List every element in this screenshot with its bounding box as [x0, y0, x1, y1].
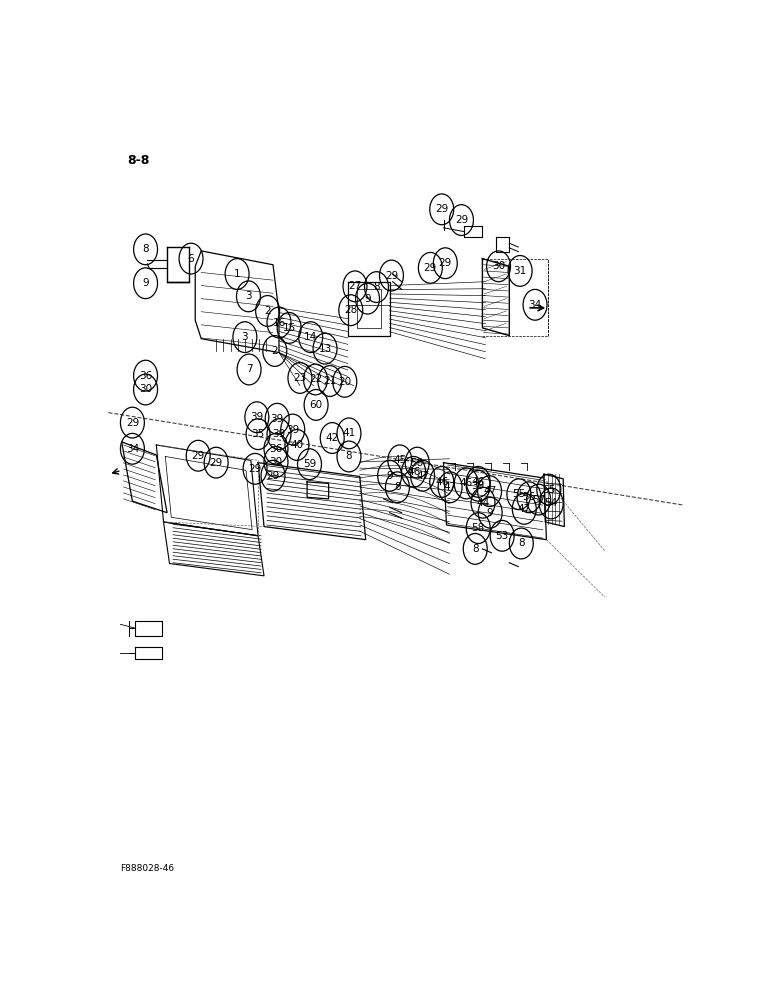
Text: 41: 41	[342, 428, 356, 438]
Text: 29: 29	[384, 271, 398, 281]
Text: 29: 29	[435, 204, 449, 214]
Text: 39: 39	[250, 412, 263, 422]
Text: 46: 46	[459, 478, 473, 488]
Text: 1: 1	[234, 269, 240, 279]
Text: 29: 29	[424, 263, 437, 273]
Text: 8: 8	[518, 538, 525, 548]
Text: 8: 8	[346, 451, 352, 461]
Text: 8: 8	[394, 482, 401, 492]
Text: 55: 55	[542, 485, 555, 495]
Text: 45: 45	[393, 455, 407, 465]
Text: 47: 47	[518, 504, 531, 514]
Text: 34: 34	[528, 300, 542, 310]
Text: 29: 29	[191, 451, 205, 461]
Text: 29: 29	[455, 215, 468, 225]
Text: 35: 35	[252, 429, 265, 439]
Text: 6: 6	[188, 254, 195, 264]
Text: 23: 23	[293, 373, 306, 383]
Text: 47: 47	[483, 486, 496, 496]
Text: 60: 60	[310, 400, 323, 410]
Text: 3: 3	[245, 291, 252, 301]
Text: 39: 39	[273, 429, 286, 439]
Text: F888028-46: F888028-46	[120, 864, 174, 873]
Text: 9: 9	[364, 294, 371, 304]
Text: 46: 46	[472, 477, 485, 487]
Text: 54: 54	[544, 498, 558, 508]
Text: 36: 36	[269, 444, 283, 454]
Text: 7: 7	[245, 364, 252, 374]
Text: 39: 39	[286, 425, 300, 435]
Text: 28: 28	[344, 305, 357, 315]
Text: 30: 30	[139, 384, 152, 394]
Text: 58: 58	[472, 523, 485, 533]
Text: 2: 2	[264, 306, 271, 316]
Text: 20: 20	[338, 377, 351, 387]
Text: 14: 14	[304, 332, 317, 342]
Text: 29: 29	[266, 471, 279, 481]
Text: 31: 31	[513, 266, 527, 276]
Text: 15: 15	[283, 323, 296, 333]
Text: 29: 29	[126, 418, 139, 428]
Text: 58: 58	[411, 458, 424, 468]
Text: 34: 34	[126, 444, 139, 454]
Text: 8: 8	[472, 544, 479, 554]
Text: 39: 39	[472, 481, 485, 491]
Text: 2: 2	[272, 346, 278, 356]
Text: 8: 8	[142, 244, 149, 254]
Text: 42: 42	[326, 433, 339, 443]
Text: 47: 47	[443, 482, 457, 492]
Text: 22: 22	[309, 374, 322, 384]
Text: 46: 46	[407, 467, 420, 477]
Text: 55: 55	[513, 489, 526, 499]
Text: 9: 9	[386, 471, 393, 481]
Text: 9: 9	[487, 508, 493, 518]
Text: 13: 13	[318, 344, 332, 354]
Text: 9: 9	[142, 278, 149, 288]
Text: 30: 30	[492, 261, 505, 271]
Text: 36: 36	[139, 371, 152, 381]
Text: 53: 53	[496, 531, 509, 541]
Text: 44: 44	[476, 498, 489, 508]
Text: 47: 47	[416, 471, 429, 481]
Text: 29: 29	[209, 458, 223, 468]
Text: 30: 30	[269, 457, 283, 467]
Text: 3: 3	[242, 332, 248, 342]
Text: 29: 29	[438, 258, 452, 268]
Text: 16: 16	[273, 318, 286, 328]
Text: 27: 27	[348, 281, 361, 291]
Text: 29: 29	[249, 464, 262, 474]
Text: 57: 57	[532, 495, 545, 505]
Text: 56: 56	[523, 492, 536, 502]
Text: 59: 59	[303, 459, 316, 469]
Text: 46: 46	[435, 477, 449, 487]
Text: 39: 39	[270, 414, 284, 424]
Text: 21: 21	[323, 376, 337, 386]
Text: 40: 40	[290, 440, 303, 450]
Text: 8-8: 8-8	[127, 154, 150, 167]
Text: 8: 8	[373, 282, 380, 292]
